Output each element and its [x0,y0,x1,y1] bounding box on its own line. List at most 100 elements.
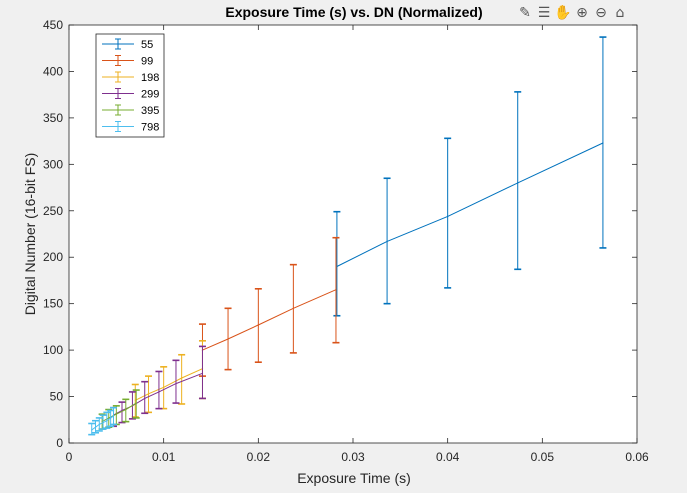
x-tick-label: 0.06 [625,450,649,464]
data-point [386,240,388,243]
legend-item-299: 299 [102,88,159,101]
data-point [101,421,103,423]
error-bar [92,419,100,434]
data-point [108,417,110,419]
data-point [158,391,160,393]
y-axis-label: Digital Number (16-bit FS) [22,153,38,316]
error-bar [289,263,297,354]
data-point [144,397,146,400]
y-tick-label: 350 [43,111,63,125]
legend-label: 55 [141,39,153,51]
data-point [227,338,229,340]
y-axis: 0 50 100 150 200 250 300 350 400 450 [43,18,637,450]
error-bar [155,370,163,410]
data-point [115,413,117,415]
error-bar [103,411,111,429]
x-tick-label: 0.05 [531,450,555,464]
data-point [517,182,519,184]
data-point [91,429,93,431]
data-point [257,324,259,326]
legend-item-798: 798 [102,121,159,134]
legend-label: 198 [141,72,159,84]
legend-label: 99 [141,56,153,68]
chart-title: Exposure Time (s) vs. DN (Normalized) [225,4,482,20]
x-tick-label: 0 [66,450,73,464]
legend-item-55: 55 [102,38,153,51]
x-tick-label: 0.02 [247,450,271,464]
error-bar [599,36,607,249]
data-tips-icon[interactable]: ☰ [537,5,551,21]
legend-item-198: 198 [102,71,159,84]
error-bar [254,288,262,363]
data-point [163,386,165,388]
y-tick-label: 50 [50,390,64,404]
legend-label: 798 [141,122,159,134]
error-bar [333,210,341,317]
data-point [602,142,604,144]
data-point [292,307,294,309]
data-point [175,382,177,385]
x-tick-label: 0.04 [436,450,460,464]
x-tick-label: 0.01 [152,450,176,464]
legend-item-99: 99 [102,55,153,68]
y-tick-label: 150 [43,297,63,311]
y-tick-label: 250 [43,204,63,218]
data-point [110,417,112,419]
data-point [112,415,115,417]
error-bar [132,389,140,419]
pan-icon[interactable]: ✋ [554,5,572,21]
zoom-in-icon[interactable]: ⊕ [576,5,588,21]
x-tick-label: 0.03 [341,450,365,464]
data-point [98,423,100,426]
data-point [447,215,449,217]
legend-box [95,33,165,138]
data-point [336,265,338,268]
data-point [125,408,127,411]
y-tick-label: 300 [43,157,63,171]
series-798 [88,406,117,436]
error-bar [95,417,103,432]
y-tick-label: 450 [43,18,63,32]
data-point [147,393,150,395]
error-bar [109,406,117,426]
y-tick-label: 100 [43,343,63,357]
error-bar [198,345,206,400]
y-tick-label: 400 [43,64,63,78]
y-tick-label: 0 [56,436,63,450]
error-bar [332,236,340,344]
error-bar [88,422,96,436]
data-point [94,426,97,428]
error-bar [141,380,149,415]
zoom-out-icon[interactable]: ⊖ [595,5,607,21]
error-bar [122,398,130,423]
data-point [135,402,137,404]
legend-label: 299 [141,89,159,101]
brush-icon[interactable]: ✎ [519,5,531,21]
data-point [181,377,183,379]
data-point [134,399,136,401]
error-bar [172,359,180,404]
data-point [106,420,108,422]
error-bar [178,353,186,405]
series-55 [333,36,607,317]
legend-item-395: 395 [102,104,159,117]
y-tick-label: 200 [43,250,63,264]
error-bar [99,414,107,430]
series-layer [88,36,607,436]
series-299 [109,345,206,428]
x-axis: 0 0.01 0.02 0.03 0.04 0.05 0.06 [66,25,649,464]
legend-label: 395 [141,105,159,117]
axes-toolbar: ✎ ☰ ✋ ⊕ ⊖ ⌂ [516,4,629,22]
data-point [102,421,104,424]
x-axis-label: Exposure Time (s) [297,470,411,486]
data-point [201,372,204,374]
data-point [335,289,337,291]
home-icon[interactable]: ⌂ [615,5,625,21]
error-bar [383,177,391,305]
error-bar [224,307,232,371]
error-bar [514,91,522,271]
legend[interactable]: 55 99 198 299 395 798 [95,33,165,138]
error-bar [444,137,452,289]
